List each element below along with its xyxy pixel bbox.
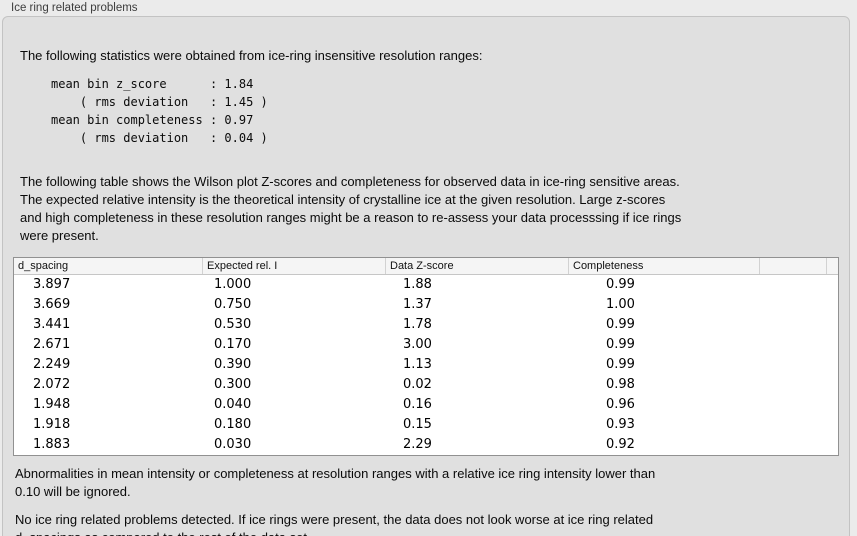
table-row[interactable]: 3.441 0.530 1.78 0.99 [14, 315, 838, 335]
table-cell: 2.072 [33, 377, 71, 392]
table-cell: 0.040 [214, 397, 252, 412]
table-cell: 0.93 [606, 417, 635, 432]
table-cell: 2.671 [33, 337, 71, 352]
table-cell: 1.00 [606, 297, 635, 312]
table-row[interactable]: 2.249 0.390 1.13 0.99 [14, 355, 838, 375]
table-cell: 0.02 [403, 377, 432, 392]
intro-text: The following statistics were obtained f… [20, 48, 483, 63]
panel-title: Ice ring related problems [11, 2, 138, 14]
table-body: 3.897 1.000 1.88 0.99 3.669 0.750 1.37 1.00 3.44… [14, 275, 838, 455]
column-header-filler [827, 258, 838, 274]
table-cell: 0.92 [606, 437, 635, 452]
table-cell: 0.99 [606, 317, 635, 332]
table-cell: 0.16 [403, 397, 432, 412]
table-cell: 1.000 [214, 277, 252, 292]
column-header-d-spacing[interactable]: d_spacing [14, 258, 203, 274]
table-cell: 0.99 [606, 277, 635, 292]
table-cell: 0.98 [606, 377, 635, 392]
table-cell: 3.897 [33, 277, 71, 292]
table-cell: 1.37 [403, 297, 432, 312]
table-cell: 1.948 [33, 397, 71, 412]
table-cell: 1.918 [33, 417, 71, 432]
table-cell: 0.99 [606, 337, 635, 352]
table-cell: 2.249 [33, 357, 71, 372]
column-header-empty [760, 258, 827, 274]
table-description-text: The following table shows the Wilson plo… [20, 174, 682, 243]
table-cell: 0.030 [214, 437, 252, 452]
table-row[interactable]: 1.883 0.030 2.29 0.92 [14, 435, 838, 455]
table-cell: 1.88 [403, 277, 432, 292]
ignored-note-text: Abnormalities in mean intensity or compl… [15, 466, 656, 499]
column-header-data-z-score[interactable]: Data Z-score [386, 258, 569, 274]
table-cell: 0.530 [214, 317, 252, 332]
table-cell: 1.883 [33, 437, 71, 452]
table-cell: 0.300 [214, 377, 252, 392]
table-cell: 3.00 [403, 337, 432, 352]
ice-ring-table: d_spacing Expected rel. I Data Z-score C… [13, 257, 839, 456]
group-box: The following statistics were obtained f… [2, 16, 850, 536]
table-cell: 3.441 [33, 317, 71, 332]
table-header-row: d_spacing Expected rel. I Data Z-score C… [14, 258, 838, 275]
statistics-block: mean bin z_score : 1.84 ( rms deviation … [51, 77, 268, 145]
table-cell: 0.180 [214, 417, 252, 432]
table-cell: 3.669 [33, 297, 71, 312]
table-cell: 0.96 [606, 397, 635, 412]
table-row[interactable]: 2.072 0.300 0.02 0.98 [14, 375, 838, 395]
table-row[interactable]: 3.669 0.750 1.37 1.00 [14, 295, 838, 315]
table-row[interactable]: 1.948 0.040 0.16 0.96 [14, 395, 838, 415]
table-cell: 0.390 [214, 357, 252, 372]
table-cell: 1.13 [403, 357, 432, 372]
table-row[interactable]: 2.671 0.170 3.00 0.99 [14, 335, 838, 355]
table-cell: 0.750 [214, 297, 252, 312]
table-cell: 0.170 [214, 337, 252, 352]
table-cell: 0.15 [403, 417, 432, 432]
table-cell: 2.29 [403, 437, 432, 452]
table-row[interactable]: 1.918 0.180 0.15 0.93 [14, 415, 838, 435]
conclusion-text: No ice ring related problems detected. I… [15, 512, 654, 536]
table-row[interactable]: 3.897 1.000 1.88 0.99 [14, 275, 838, 295]
column-header-completeness[interactable]: Completeness [569, 258, 760, 274]
column-header-expected-rel-i[interactable]: Expected rel. I [203, 258, 386, 274]
table-cell: 1.78 [403, 317, 432, 332]
table-cell: 0.99 [606, 357, 635, 372]
